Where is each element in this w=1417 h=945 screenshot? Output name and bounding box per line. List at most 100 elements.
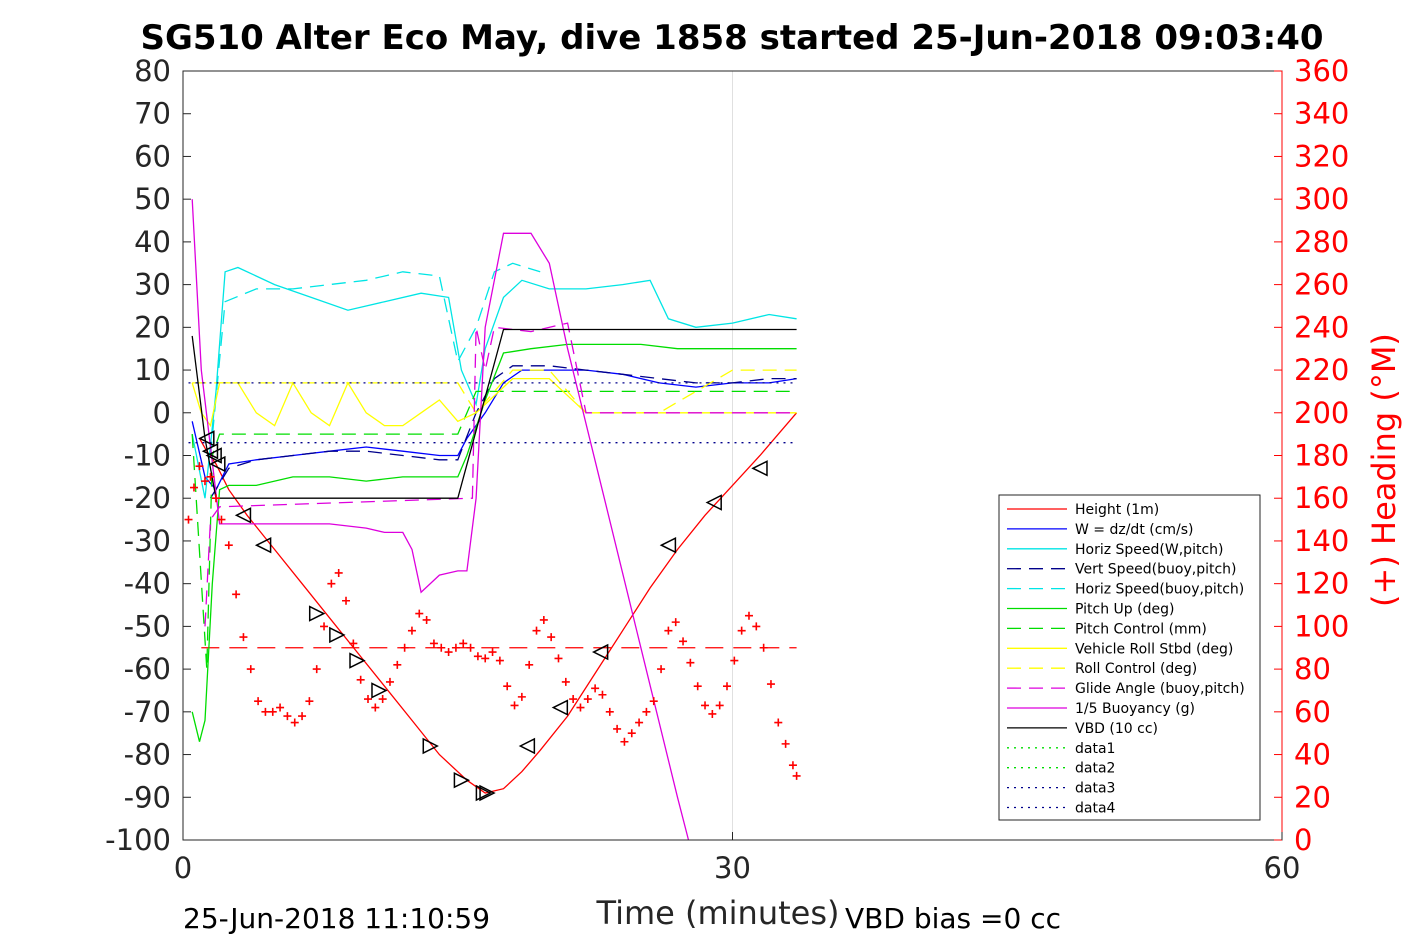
y-axis-right: 0 20 40 60 80 100 120 140 160 180 200 220 240 260 280 3… bbox=[1274, 54, 1349, 857]
heading-point bbox=[503, 682, 512, 691]
heading-point bbox=[239, 633, 248, 642]
y-right-tick-label: 280 bbox=[1294, 225, 1349, 259]
series-layer bbox=[184, 199, 801, 841]
heading-point bbox=[268, 707, 277, 716]
heading-point bbox=[305, 697, 314, 706]
heading-point bbox=[246, 665, 255, 674]
series-line-11 bbox=[191, 328, 797, 499]
legend-entry: data1 bbox=[1075, 741, 1115, 757]
heading-point bbox=[422, 615, 431, 624]
heading-point bbox=[451, 643, 460, 652]
y-right-tick-label: 80 bbox=[1294, 652, 1331, 686]
heading-point bbox=[723, 682, 732, 691]
depth-marker bbox=[422, 737, 439, 755]
heading-point bbox=[488, 648, 497, 657]
heading-point bbox=[781, 739, 790, 748]
series-line-5 bbox=[191, 343, 797, 742]
heading-point bbox=[217, 515, 226, 524]
heading-point bbox=[788, 761, 797, 770]
heading-point bbox=[429, 639, 438, 648]
heading-point bbox=[298, 712, 307, 721]
heading-point bbox=[312, 665, 321, 674]
y-tick-label: 40 bbox=[134, 225, 171, 259]
depth-marker bbox=[591, 643, 609, 661]
heading-point bbox=[671, 618, 680, 627]
y-tick-label: 10 bbox=[134, 353, 171, 387]
heading-point bbox=[206, 472, 215, 481]
heading-point bbox=[400, 643, 409, 652]
depth-marker bbox=[349, 652, 366, 669]
y-tick-label: 30 bbox=[134, 268, 171, 302]
y-tick-label: 0 bbox=[153, 396, 171, 430]
footer-vbd-bias: VBD bias =0 cc bbox=[845, 902, 1061, 935]
heading-point bbox=[561, 677, 570, 686]
heading-point bbox=[635, 718, 644, 727]
heading-point bbox=[195, 462, 204, 471]
heading-point bbox=[211, 494, 220, 503]
heading-point bbox=[708, 709, 717, 718]
heading-point bbox=[576, 703, 585, 712]
heading-point bbox=[363, 695, 372, 704]
y-right-tick-label: 100 bbox=[1294, 609, 1349, 643]
legend: Height (1m) W = dz/dt (cm/s) Horiz Speed(W… bbox=[998, 494, 1261, 821]
depth-marker bbox=[518, 737, 536, 755]
series-line-0 bbox=[198, 412, 798, 794]
x-tick-label: 60 bbox=[1264, 851, 1301, 885]
legend-entry: Vert Speed(buoy,pitch) bbox=[1075, 562, 1237, 578]
y-right-tick-label: 220 bbox=[1294, 353, 1349, 387]
heading-point bbox=[657, 665, 666, 674]
legend-entry: data3 bbox=[1075, 781, 1115, 797]
heading-point bbox=[766, 680, 775, 689]
heading-point bbox=[334, 568, 343, 577]
y-axis-right-label: (+) Heading (°M) bbox=[1365, 333, 1403, 607]
depth-marker bbox=[659, 537, 677, 554]
y-right-tick-label: 360 bbox=[1294, 54, 1349, 88]
y-tick-label: -30 bbox=[124, 524, 171, 558]
heading-point bbox=[737, 626, 746, 635]
legend-entry: W = dz/dt (cm/s) bbox=[1075, 522, 1194, 538]
series-line-6 bbox=[191, 390, 797, 670]
y-right-tick-label: 180 bbox=[1294, 439, 1349, 473]
heading-point bbox=[510, 701, 519, 710]
heading-point bbox=[525, 660, 534, 669]
depth-marker bbox=[201, 443, 219, 460]
heading-point bbox=[495, 656, 504, 665]
x-tick-label: 0 bbox=[174, 851, 192, 885]
depth-marker bbox=[751, 460, 768, 477]
heading-point bbox=[679, 637, 688, 646]
series-line-2 bbox=[191, 266, 797, 499]
heading-point bbox=[276, 703, 285, 712]
y-axis-left: -100-90-80-70-60-50-40-30-20-10010203040… bbox=[105, 54, 191, 857]
heading-point bbox=[598, 690, 607, 699]
heading-point bbox=[591, 684, 600, 693]
depth-marker bbox=[371, 682, 388, 699]
heading-point bbox=[385, 677, 394, 686]
legend-entry: data4 bbox=[1075, 801, 1116, 817]
y-tick-label: 70 bbox=[134, 97, 171, 131]
x-axis: 0 30 60 bbox=[174, 832, 1301, 885]
series-line-9 bbox=[204, 322, 797, 627]
heading-point bbox=[232, 590, 241, 599]
heading-point bbox=[701, 701, 710, 710]
y-right-tick-label: 200 bbox=[1294, 396, 1349, 430]
y-tick-label: 20 bbox=[134, 310, 171, 344]
legend-entry: Glide Angle (buoy,pitch) bbox=[1075, 681, 1245, 697]
heading-point bbox=[517, 692, 526, 701]
legend-entry: Pitch Control (mm) bbox=[1075, 621, 1207, 637]
heading-point bbox=[261, 707, 270, 716]
chart-title: SG510 Alter Eco May, dive 1858 started 2… bbox=[140, 18, 1323, 58]
y-tick-label: -20 bbox=[124, 481, 171, 515]
y-tick-label: -40 bbox=[124, 567, 171, 601]
heading-point bbox=[649, 697, 658, 706]
heading-point bbox=[547, 633, 556, 642]
heading-point bbox=[532, 626, 541, 635]
depth-marker bbox=[234, 507, 252, 524]
heading-point bbox=[349, 639, 358, 648]
legend-entry: Roll Control (deg) bbox=[1075, 661, 1197, 677]
heading-point bbox=[686, 658, 695, 667]
heading-point bbox=[642, 707, 651, 716]
legend-entry: Horiz Speed(W,pitch) bbox=[1075, 542, 1223, 558]
heading-point bbox=[715, 701, 724, 710]
y-right-tick-label: 340 bbox=[1294, 97, 1349, 131]
